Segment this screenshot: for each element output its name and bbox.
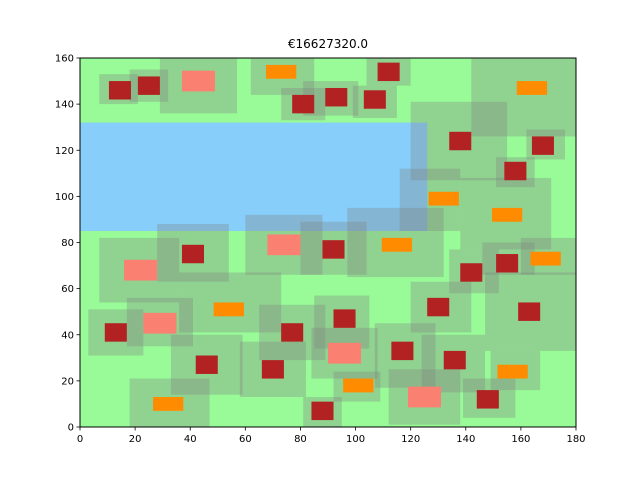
x-tick-label: 0 [77,434,83,445]
x-tick-label: 140 [456,434,475,445]
orange-marker [497,364,528,379]
building-marker [325,87,348,107]
building-marker [181,244,204,264]
building-marker [195,355,218,374]
x-tick-label: 20 [129,434,142,445]
x-tick-label: 40 [184,434,197,445]
building-marker [427,297,450,317]
y-tick-label: 120 [55,146,74,157]
building-marker [104,323,127,342]
orange-marker [266,64,297,79]
salmon-marker [124,259,158,281]
y-tick-label: 40 [61,330,74,341]
x-tick-label: 180 [566,434,585,445]
building-marker [518,302,541,321]
building-marker [443,350,466,370]
y-axis: 0 20 40 60 80 100 120 140 160 [55,54,80,434]
building-marker [504,161,527,181]
building-marker [261,360,284,379]
building-marker [449,131,472,151]
y-tick-label: 20 [61,376,74,387]
building-marker [311,401,334,421]
building-marker [322,240,345,259]
salmon-marker [181,70,216,92]
y-tick-label: 100 [55,192,74,203]
building-marker [137,76,160,95]
salmon-marker [267,234,301,256]
building-marker [460,263,483,282]
salmon-marker [407,386,441,408]
y-tick-label: 80 [61,238,74,249]
orange-marker [153,397,184,411]
x-tick-label: 100 [346,434,365,445]
building-marker [363,90,386,109]
building-marker [377,62,400,82]
orange-marker [491,207,523,222]
x-tick-label: 120 [401,434,420,445]
building-marker [531,136,554,155]
y-tick-label: 60 [61,284,74,295]
building-marker [391,341,414,361]
water-region [80,122,428,231]
salmon-marker [328,342,362,364]
x-tick-label: 60 [239,434,252,445]
y-tick-label: 0 [68,423,74,434]
building-marker [281,323,304,342]
salmon-marker [143,312,177,334]
orange-marker [213,302,244,317]
zone-block [471,58,576,137]
orange-marker [343,378,374,393]
building-marker [292,94,315,114]
building-marker [333,309,356,328]
building-marker [108,81,131,100]
orange-marker [428,191,459,206]
x-axis: 0 20 40 60 80 100 120 140 160 180 [77,427,586,445]
orange-marker [516,81,548,95]
x-tick-label: 160 [511,434,530,445]
chart-title: €16627320.0 [288,37,368,51]
plot-area [79,57,577,428]
orange-marker [381,237,413,252]
building-marker [496,254,519,273]
y-tick-label: 160 [55,54,74,65]
orange-marker [530,251,561,266]
x-tick-label: 80 [294,434,307,445]
y-tick-label: 140 [55,100,74,111]
building-marker [476,390,499,409]
